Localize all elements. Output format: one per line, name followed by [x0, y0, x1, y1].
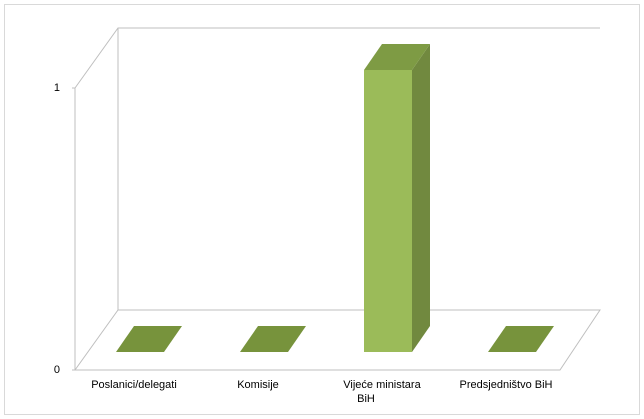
bar [488, 326, 554, 352]
walls [74, 27, 601, 371]
x-tick-label: Vijeće ministara BiH [343, 379, 421, 405]
x-tick-label: Poslanici/delegati [91, 379, 177, 391]
bar-top [488, 326, 554, 352]
y-tick-label: 1 [54, 82, 60, 94]
y-tick-label: 0 [54, 364, 60, 376]
bar-top [240, 326, 306, 352]
bar-side [412, 44, 430, 352]
x-tick-label: Predsjedništvo BiH [460, 379, 553, 391]
chart-frame [4, 4, 640, 415]
bar [240, 326, 306, 352]
bar-front [364, 70, 412, 352]
bar [116, 326, 182, 352]
bar-top [364, 44, 430, 70]
bar [364, 44, 430, 352]
x-tick-label: Komisije [237, 379, 279, 391]
bar-top [116, 326, 182, 352]
